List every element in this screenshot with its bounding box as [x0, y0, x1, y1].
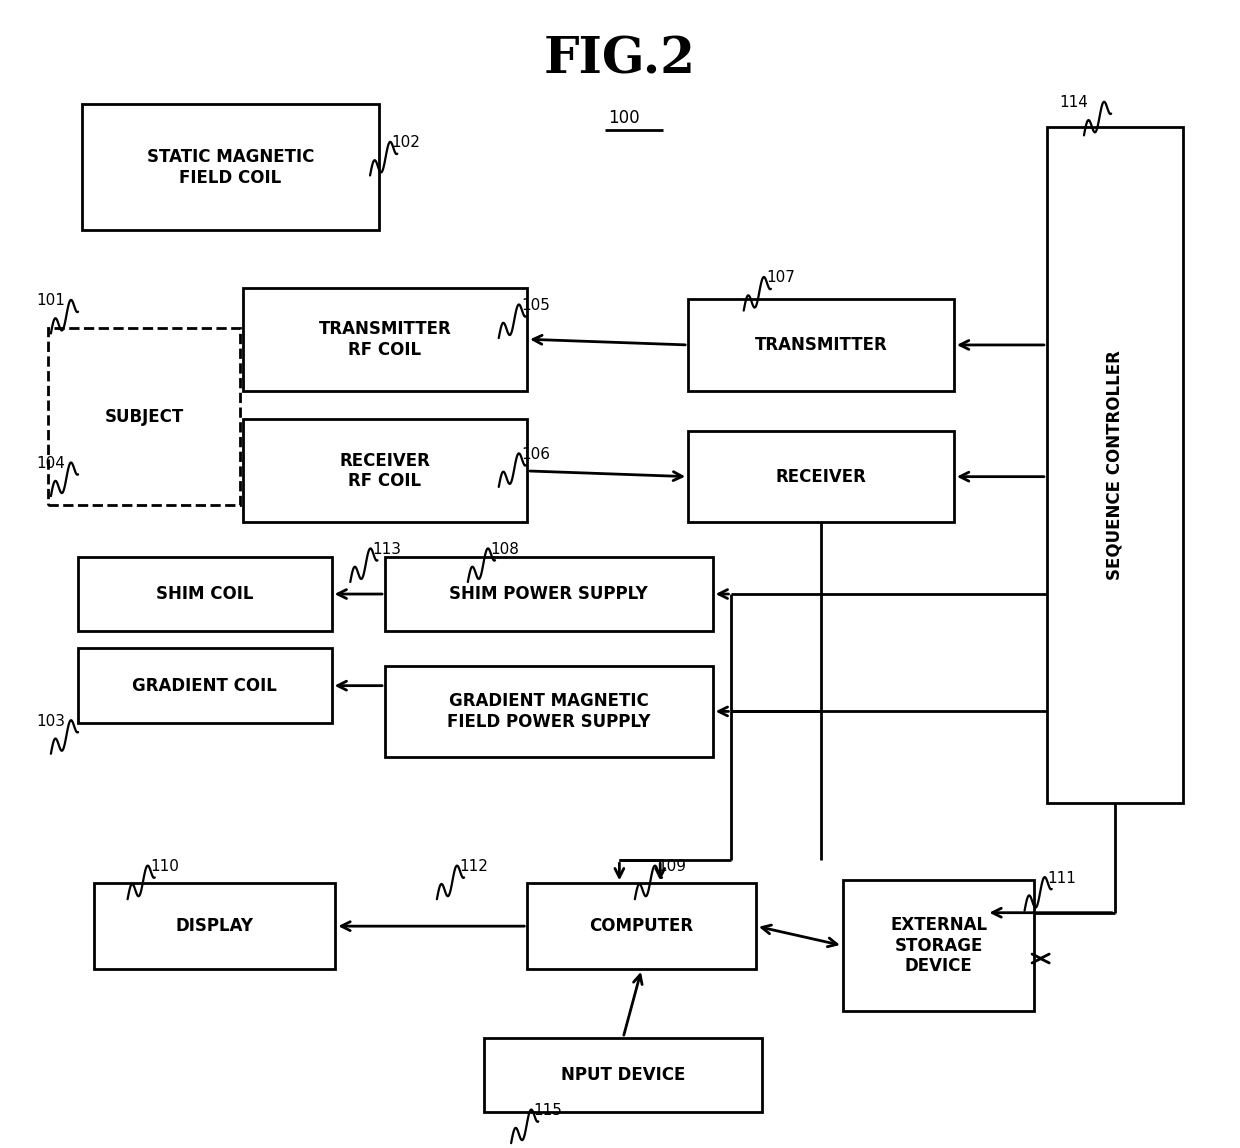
- FancyBboxPatch shape: [243, 419, 527, 522]
- Text: GRADIENT COIL: GRADIENT COIL: [133, 676, 278, 695]
- FancyBboxPatch shape: [843, 879, 1034, 1011]
- Text: RECEIVER
RF COIL: RECEIVER RF COIL: [340, 451, 430, 490]
- Text: 108: 108: [490, 542, 520, 557]
- Text: 112: 112: [459, 859, 489, 874]
- Text: NPUT DEVICE: NPUT DEVICE: [560, 1066, 686, 1084]
- FancyBboxPatch shape: [688, 430, 954, 522]
- Text: TRANSMITTER
RF COIL: TRANSMITTER RF COIL: [319, 320, 451, 358]
- Text: 102: 102: [391, 135, 420, 150]
- Text: 115: 115: [533, 1103, 562, 1118]
- FancyBboxPatch shape: [384, 557, 713, 631]
- FancyBboxPatch shape: [94, 883, 336, 969]
- Text: GRADIENT MAGNETIC
FIELD POWER SUPPLY: GRADIENT MAGNETIC FIELD POWER SUPPLY: [448, 692, 651, 731]
- Text: 114: 114: [1059, 95, 1087, 110]
- Text: TRANSMITTER: TRANSMITTER: [755, 336, 888, 354]
- Text: SEQUENCE CONTROLLER: SEQUENCE CONTROLLER: [1106, 350, 1123, 580]
- FancyBboxPatch shape: [82, 104, 378, 231]
- Text: 110: 110: [150, 859, 179, 874]
- FancyBboxPatch shape: [484, 1038, 763, 1112]
- Text: 107: 107: [766, 271, 795, 286]
- Text: 111: 111: [1047, 870, 1076, 885]
- Text: FIG.2: FIG.2: [544, 36, 696, 85]
- FancyBboxPatch shape: [78, 557, 332, 631]
- FancyBboxPatch shape: [688, 300, 954, 390]
- FancyBboxPatch shape: [1047, 127, 1183, 804]
- Text: EXTERNAL
STORAGE
DEVICE: EXTERNAL STORAGE DEVICE: [890, 916, 987, 976]
- Text: DISPLAY: DISPLAY: [176, 917, 254, 936]
- Text: 101: 101: [36, 293, 64, 309]
- Text: SHIM POWER SUPPLY: SHIM POWER SUPPLY: [449, 585, 649, 603]
- FancyBboxPatch shape: [48, 328, 241, 505]
- FancyBboxPatch shape: [384, 666, 713, 758]
- FancyBboxPatch shape: [527, 883, 756, 969]
- FancyBboxPatch shape: [243, 288, 527, 390]
- Text: 104: 104: [36, 456, 64, 471]
- FancyBboxPatch shape: [78, 649, 332, 723]
- Text: 109: 109: [657, 859, 686, 874]
- Text: 103: 103: [36, 714, 64, 729]
- Text: 105: 105: [521, 297, 549, 313]
- Text: SHIM COIL: SHIM COIL: [156, 585, 254, 603]
- Text: SUBJECT: SUBJECT: [104, 408, 184, 426]
- Text: 106: 106: [521, 447, 551, 461]
- Text: 100: 100: [608, 109, 640, 127]
- Text: STATIC MAGNETIC
FIELD COIL: STATIC MAGNETIC FIELD COIL: [146, 148, 314, 187]
- Text: 113: 113: [372, 542, 402, 557]
- Text: RECEIVER: RECEIVER: [775, 467, 867, 486]
- Text: COMPUTER: COMPUTER: [589, 917, 693, 936]
